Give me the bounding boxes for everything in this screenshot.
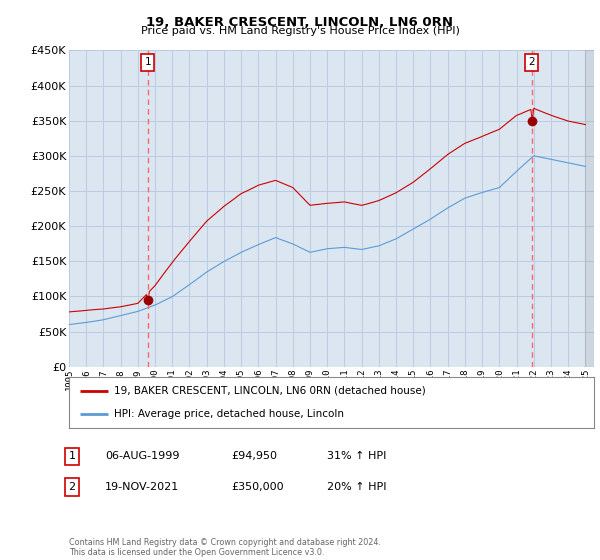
Text: £350,000: £350,000 [231, 482, 284, 492]
Text: Contains HM Land Registry data © Crown copyright and database right 2024.
This d: Contains HM Land Registry data © Crown c… [69, 538, 381, 557]
Text: 2: 2 [528, 58, 535, 67]
Text: 06-AUG-1999: 06-AUG-1999 [105, 451, 179, 461]
Text: 1: 1 [68, 451, 76, 461]
Text: 2: 2 [68, 482, 76, 492]
Text: HPI: Average price, detached house, Lincoln: HPI: Average price, detached house, Linc… [113, 409, 344, 419]
Text: 1: 1 [145, 58, 151, 67]
Text: 19, BAKER CRESCENT, LINCOLN, LN6 0RN (detached house): 19, BAKER CRESCENT, LINCOLN, LN6 0RN (de… [113, 386, 425, 396]
Text: Price paid vs. HM Land Registry's House Price Index (HPI): Price paid vs. HM Land Registry's House … [140, 26, 460, 36]
Text: £94,950: £94,950 [231, 451, 277, 461]
Text: 19-NOV-2021: 19-NOV-2021 [105, 482, 179, 492]
Bar [586, 50, 594, 367]
Text: 20% ↑ HPI: 20% ↑ HPI [327, 482, 386, 492]
Text: 19, BAKER CRESCENT, LINCOLN, LN6 0RN: 19, BAKER CRESCENT, LINCOLN, LN6 0RN [146, 16, 454, 29]
Text: 31% ↑ HPI: 31% ↑ HPI [327, 451, 386, 461]
